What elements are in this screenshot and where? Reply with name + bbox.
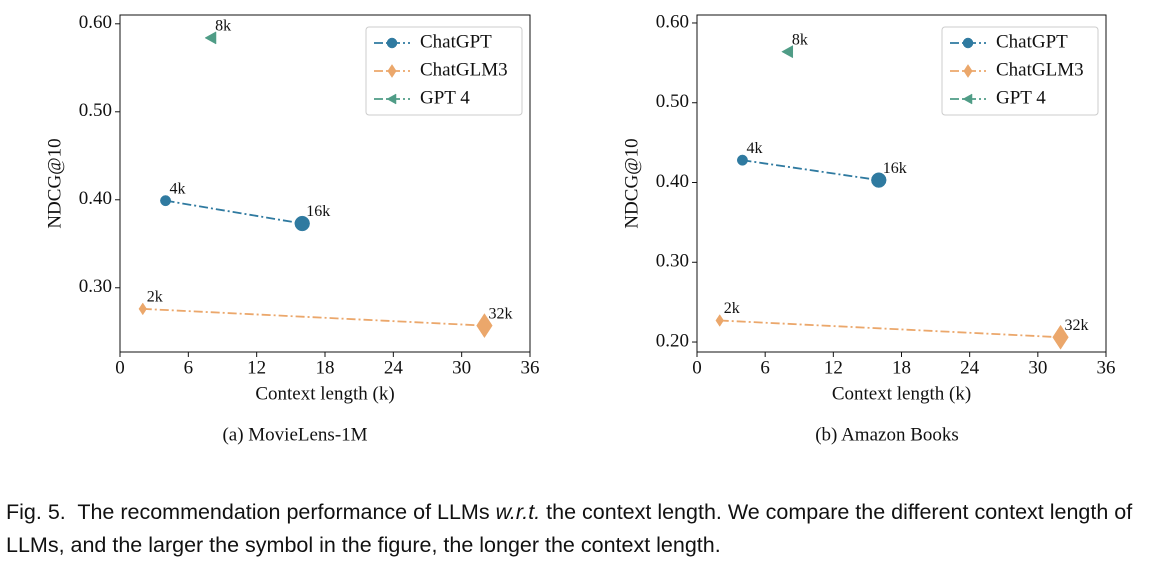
plot-frame	[696, 14, 1107, 353]
data-point	[294, 215, 310, 232]
y-tick-label: 0.40	[656, 171, 689, 192]
legend-label: ChatGPT	[996, 31, 1068, 52]
legend-label: ChatGLM3	[420, 59, 508, 80]
y-axis-label: NDCG@10	[621, 138, 642, 228]
y-tick-label: 0.50	[656, 91, 689, 112]
x-tick-label: 12	[247, 357, 266, 378]
x-axis-label: Context length (k)	[832, 383, 971, 404]
x-tick-label: 18	[892, 357, 911, 378]
x-tick-label: 36	[521, 357, 540, 378]
point-label: 8k	[792, 31, 808, 48]
y-tick-label: 0.20	[656, 330, 689, 351]
x-tick-label: 36	[1097, 357, 1116, 378]
data-point	[736, 154, 748, 166]
point-label: 4k	[170, 180, 186, 197]
point-label: 8k	[215, 18, 231, 35]
legend-box	[365, 26, 523, 116]
subplot-title: (a) MovieLens-1M	[222, 424, 367, 445]
legend-marker	[386, 37, 398, 49]
y-tick-label: 0.30	[79, 276, 112, 297]
caption-text: the context length. We compare the diffe…	[6, 500, 1133, 557]
plot-frame	[119, 14, 531, 353]
point-label: 32k	[488, 305, 512, 322]
series-line	[165, 199, 303, 225]
x-tick-label: 0	[692, 357, 702, 378]
x-tick-label: 24	[384, 357, 404, 378]
subplot-title: (b) Amazon Books	[815, 424, 959, 445]
x-tick-label: 0	[115, 357, 125, 378]
point-label: 2k	[147, 289, 163, 306]
caption: Fig. 5. The recommendation performance o…	[6, 496, 1162, 562]
y-tick-label: 0.40	[79, 188, 112, 209]
legend-label: ChatGPT	[420, 31, 492, 52]
data-point	[1052, 324, 1069, 350]
point-label: 32k	[1065, 317, 1089, 334]
point-label: 16k	[883, 160, 907, 177]
data-point	[476, 313, 493, 339]
data-point	[204, 31, 217, 45]
x-tick-label: 12	[824, 357, 843, 378]
y-tick-label: 0.50	[79, 100, 112, 121]
legend-marker	[962, 37, 974, 49]
data-point	[160, 195, 172, 207]
x-tick-label: 18	[316, 357, 335, 378]
series-line	[719, 319, 1061, 339]
point-label: 16k	[306, 203, 330, 220]
legend-label: ChatGLM3	[996, 59, 1084, 80]
series-line	[142, 307, 485, 327]
legend-marker	[386, 93, 397, 105]
data-point	[138, 302, 147, 316]
figure: 0 6 12 18 24 30 36 0.30 0.40 0.50 0.60 Context leng…	[44, 11, 1116, 445]
legend-marker	[962, 93, 973, 105]
x-tick-label: 30	[452, 357, 471, 378]
y-tick-label: 0.60	[79, 12, 112, 33]
legend-label: GPT 4	[996, 87, 1046, 108]
y-tick-label: 0.60	[656, 11, 689, 32]
series-line	[742, 159, 879, 182]
legend-box	[941, 26, 1099, 116]
x-tick-label: 6	[760, 357, 770, 378]
data-point	[781, 45, 794, 59]
point-label: 4k	[746, 140, 762, 157]
y-tick-label: 0.30	[656, 251, 689, 272]
caption-italic: w.r.t.	[495, 500, 541, 524]
x-tick-label: 6	[184, 357, 194, 378]
legend-marker	[963, 64, 973, 78]
data-point	[871, 172, 887, 188]
point-label: 2k	[724, 300, 740, 317]
data-point	[715, 314, 724, 327]
caption-text: The recommendation performance of LLMs	[77, 500, 490, 524]
legend-label: GPT 4	[420, 87, 470, 108]
y-axis-label: NDCG@10	[44, 138, 65, 228]
x-tick-label: 24	[960, 357, 980, 378]
x-axis-label: Context length (k)	[255, 383, 394, 404]
legend-marker	[387, 64, 397, 78]
caption-label: Fig. 5.	[6, 500, 66, 524]
x-tick-label: 30	[1028, 357, 1047, 378]
